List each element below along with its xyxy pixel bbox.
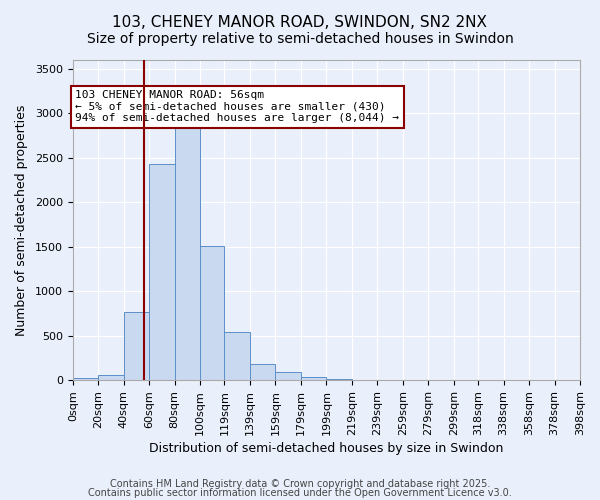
Text: Size of property relative to semi-detached houses in Swindon: Size of property relative to semi-detach… — [86, 32, 514, 46]
Bar — [250, 364, 275, 380]
Bar — [124, 312, 149, 380]
Bar — [149, 164, 175, 380]
Bar — [200, 246, 224, 380]
Bar — [73, 378, 98, 380]
Bar — [175, 122, 200, 380]
Bar — [275, 372, 301, 380]
Y-axis label: Number of semi-detached properties: Number of semi-detached properties — [15, 104, 28, 336]
Text: 103 CHENEY MANOR ROAD: 56sqm
← 5% of semi-detached houses are smaller (430)
94% : 103 CHENEY MANOR ROAD: 56sqm ← 5% of sem… — [76, 90, 400, 124]
Text: 103, CHENEY MANOR ROAD, SWINDON, SN2 2NX: 103, CHENEY MANOR ROAD, SWINDON, SN2 2NX — [113, 15, 487, 30]
Bar — [224, 332, 250, 380]
Bar — [301, 377, 326, 380]
Text: Contains public sector information licensed under the Open Government Licence v3: Contains public sector information licen… — [88, 488, 512, 498]
Text: Contains HM Land Registry data © Crown copyright and database right 2025.: Contains HM Land Registry data © Crown c… — [110, 479, 490, 489]
X-axis label: Distribution of semi-detached houses by size in Swindon: Distribution of semi-detached houses by … — [149, 442, 503, 455]
Bar — [98, 375, 124, 380]
